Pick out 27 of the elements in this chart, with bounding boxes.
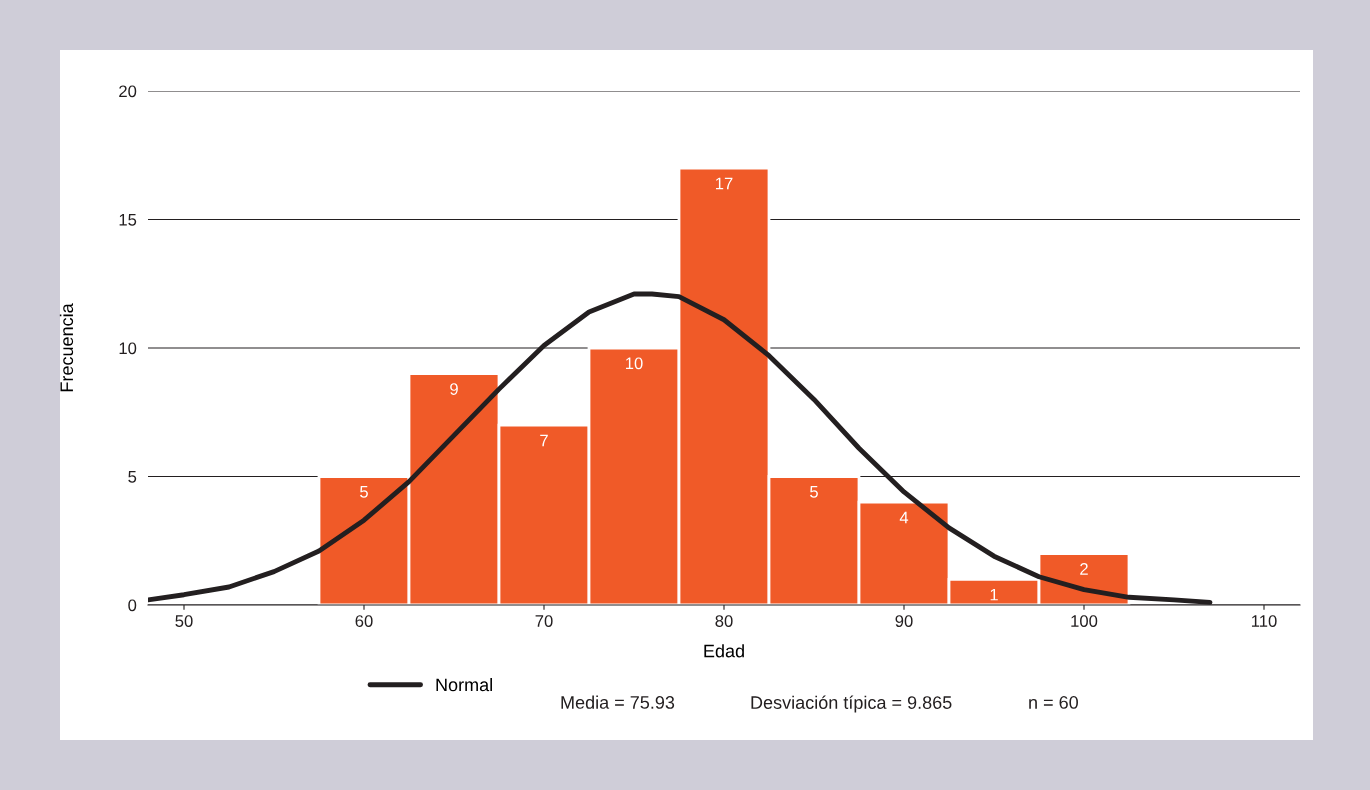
x-tick-label: 50 xyxy=(175,615,193,627)
data-label: 4 xyxy=(899,511,909,524)
y-tick-label: 20 xyxy=(119,85,137,98)
y-tick-label: 10 xyxy=(119,342,137,355)
x-tick-label: 80 xyxy=(715,615,733,627)
data-label: 7 xyxy=(540,434,548,447)
data-label: 1 xyxy=(990,588,998,601)
legend-label: Normal xyxy=(436,678,492,692)
text: Media = 75.93 xyxy=(561,695,675,709)
data-label: 2 xyxy=(1080,563,1088,575)
y-tick-label: 15 xyxy=(119,214,137,226)
x-tick-label: 70 xyxy=(535,615,553,627)
x-tick-label: 110 xyxy=(1251,615,1277,627)
data-label: 5 xyxy=(360,486,368,498)
y-tick-label: 5 xyxy=(128,471,137,483)
data-label: 9 xyxy=(450,383,458,395)
data-label: 10 xyxy=(626,357,643,370)
x-tick-label: 90 xyxy=(895,615,913,627)
text: n = 60 xyxy=(1029,696,1078,709)
x-tick-label: 60 xyxy=(355,615,373,627)
y-axis-title: Frecuencia xyxy=(59,303,74,392)
text: Desviación típica = 9.865 xyxy=(751,695,952,713)
data-label: 17 xyxy=(716,177,733,190)
x-tick-label: 100 xyxy=(1071,615,1098,627)
y-tick-label: 0 xyxy=(128,599,137,612)
data-label: 5 xyxy=(810,486,818,498)
x-axis-title: Edad xyxy=(704,644,744,658)
